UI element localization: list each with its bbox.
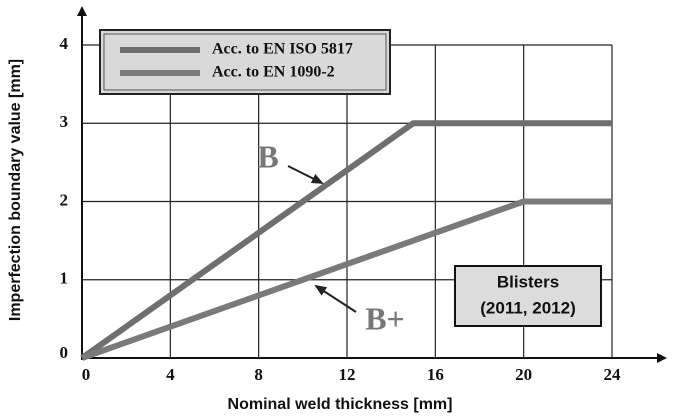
annotation-arrow <box>287 165 324 184</box>
series-line <box>80 198 612 361</box>
annotation-arrow <box>314 284 357 313</box>
series-line <box>80 120 612 361</box>
annotation-box <box>454 265 602 327</box>
annotation: Blisters <box>497 272 559 291</box>
legend-label: Acc. to EN 1090-2 <box>212 64 335 81</box>
x-tick-label: 8 <box>254 365 263 384</box>
x-tick-label: 0 <box>82 365 91 384</box>
x-tick-label: 20 <box>515 365 532 384</box>
legend-box <box>99 29 391 95</box>
y-tick-label: 4 <box>60 34 69 53</box>
y-tick-label: 3 <box>60 112 69 131</box>
annotation: (2011, 2012) <box>480 298 575 317</box>
y-tick-label: 1 <box>60 269 69 288</box>
y-axis-title: Imperfection boundary value [mm] <box>7 59 24 321</box>
x-tick-label: 12 <box>339 365 356 384</box>
annotation: B+ <box>365 300 405 336</box>
legend-label: Acc. to EN ISO 5817 <box>212 41 353 58</box>
y-tick-label: 2 <box>60 190 69 209</box>
x-tick-label: 24 <box>604 365 622 384</box>
annotation: B <box>257 138 278 174</box>
y-tick-label: 0 <box>60 343 69 362</box>
x-tick-label: 16 <box>427 365 444 384</box>
legend-shadow <box>103 33 387 91</box>
x-tick-label: 4 <box>166 365 175 384</box>
x-axis-title: Nominal weld thickness [mm] <box>228 396 453 413</box>
